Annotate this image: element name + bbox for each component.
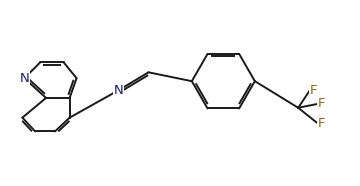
Text: F: F: [318, 117, 325, 130]
Text: F: F: [310, 84, 318, 97]
Text: N: N: [19, 72, 29, 85]
Text: F: F: [318, 97, 325, 110]
Text: N: N: [114, 84, 124, 97]
